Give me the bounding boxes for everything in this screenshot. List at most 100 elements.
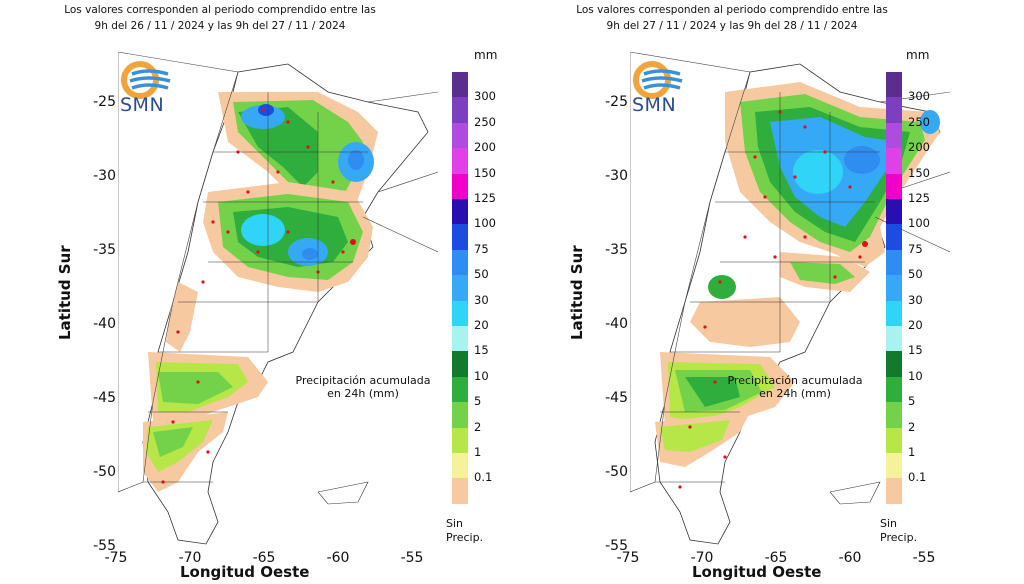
precipitation-map <box>118 52 438 546</box>
no-precip-line-1: Sin <box>880 517 898 530</box>
y-tick: -40 <box>93 316 116 332</box>
legend-swatch <box>452 249 468 276</box>
legend-swatch <box>886 351 902 377</box>
legend-label: 250 <box>908 114 930 129</box>
x-tick: -75 <box>616 550 640 566</box>
x-axis-label: Longitud Oeste <box>180 563 310 581</box>
legend-swatch <box>886 199 902 225</box>
panel-title: Los valores corresponden al periodo comp… <box>0 2 440 34</box>
legend-swatch <box>452 376 468 403</box>
precipitation-map <box>630 52 950 546</box>
legend-label: 10 <box>908 368 923 383</box>
legend-label: 75 <box>474 241 489 256</box>
y-tick: -45 <box>93 390 116 406</box>
no-precip-label: Sin Precip. <box>446 517 483 545</box>
legend-swatch <box>452 427 468 453</box>
y-tick: -25 <box>605 94 628 110</box>
legend-swatch <box>886 275 902 301</box>
legend-label: 200 <box>908 140 930 155</box>
no-precip-line-2: Precip. <box>446 531 484 544</box>
x-tick: -55 <box>400 550 424 566</box>
x-tick: -65 <box>252 550 276 566</box>
legend-label: 15 <box>908 343 923 358</box>
legend-swatch <box>886 376 902 403</box>
station-dots <box>678 110 868 489</box>
map-panel-1: Los valores corresponden al periodo comp… <box>0 2 498 581</box>
legend-swatch <box>452 199 468 225</box>
legend-unit: mm <box>474 48 498 62</box>
legend-label: 5 <box>908 394 916 409</box>
annotation-line-2: en 24h (mm) <box>327 387 399 400</box>
y-tick: -45 <box>605 390 628 406</box>
legend-swatch <box>886 402 902 428</box>
legend-swatch <box>452 402 468 428</box>
legend-label: 100 <box>474 216 496 231</box>
map-panel-2: Los valores corresponden al periodo comp… <box>512 0 1024 584</box>
legend-swatch <box>452 351 468 377</box>
legend-label: 2 <box>908 419 916 434</box>
legend-swatch <box>886 300 902 326</box>
legend-label: 15 <box>474 343 489 358</box>
legend-label: 250 <box>474 114 496 129</box>
annotation-line-2: en 24h (mm) <box>759 387 831 400</box>
x-tick: -70 <box>690 550 714 566</box>
legend-label: 30 <box>474 292 489 307</box>
x-tick: -60 <box>838 550 862 566</box>
x-tick: -60 <box>326 550 350 566</box>
y-tick: -30 <box>93 168 116 184</box>
no-precip-label: Sin Precip. <box>880 517 917 545</box>
legend-swatch <box>886 224 902 250</box>
panel-title: Los valores corresponden al periodo comp… <box>512 2 952 34</box>
legend-label: 75 <box>908 241 923 256</box>
logo-text: SMN <box>120 94 165 116</box>
y-tick: -50 <box>605 464 628 480</box>
legend-swatch <box>886 173 902 199</box>
legend-swatch <box>452 300 468 326</box>
legend-unit: mm <box>906 48 930 62</box>
legend-swatch <box>452 326 468 352</box>
legend-swatch <box>886 453 902 479</box>
y-tick: -55 <box>605 538 628 554</box>
title-line-2: 9h del 26 / 11 / 2024 y las 9h del 27 / … <box>94 20 346 32</box>
legend-swatch <box>452 72 468 98</box>
x-tick: -75 <box>104 550 128 566</box>
y-axis-label: Latitud Sur <box>56 245 74 340</box>
legend-swatch <box>886 72 902 98</box>
legend-swatch <box>452 148 468 174</box>
title-line-2: 9h del 27 / 11 / 2024 y las 9h del 28 / … <box>606 20 858 32</box>
legend-swatch <box>452 173 468 199</box>
legend-label: 300 <box>474 89 496 104</box>
y-tick: -55 <box>93 538 116 554</box>
y-tick: -35 <box>605 242 628 258</box>
legend-label: 1 <box>908 445 916 459</box>
smn-logo-icon <box>121 61 171 99</box>
annotation-line-1: Precipitación acumulada <box>295 374 431 387</box>
station-dots <box>161 108 356 484</box>
legend-label: 300 <box>908 89 930 104</box>
legend-label: 150 <box>474 165 496 180</box>
legend-label: 50 <box>474 267 489 282</box>
legend-label: 50 <box>908 267 923 282</box>
y-tick: -30 <box>605 168 628 184</box>
title-line-1: Los valores corresponden al periodo comp… <box>576 4 888 16</box>
legend-swatch <box>452 97 468 123</box>
no-precip-line-1: Sin <box>446 517 464 530</box>
legend-swatch <box>886 122 902 149</box>
legend-label: 1 <box>474 445 482 459</box>
legend-label: 100 <box>908 216 930 231</box>
title-line-1: Los valores corresponden al periodo comp… <box>64 4 376 16</box>
x-tick: -65 <box>764 550 788 566</box>
annotation-line-1: Precipitación acumulada <box>727 374 863 387</box>
map-annotation: Precipitación acumulada en 24h (mm) <box>700 374 890 400</box>
logo-text: SMN <box>632 94 677 116</box>
legend-label: 5 <box>474 394 482 409</box>
legend-swatch <box>886 148 902 174</box>
legend-label: 2 <box>474 419 482 434</box>
legend-label: 30 <box>908 292 923 307</box>
legend-swatch <box>886 427 902 453</box>
no-precip-line-2: Precip. <box>880 531 918 544</box>
x-tick: -55 <box>912 550 936 566</box>
legend-label: 20 <box>474 318 489 332</box>
legend-label: 0.1 <box>474 470 493 485</box>
legend-swatch <box>886 249 902 276</box>
